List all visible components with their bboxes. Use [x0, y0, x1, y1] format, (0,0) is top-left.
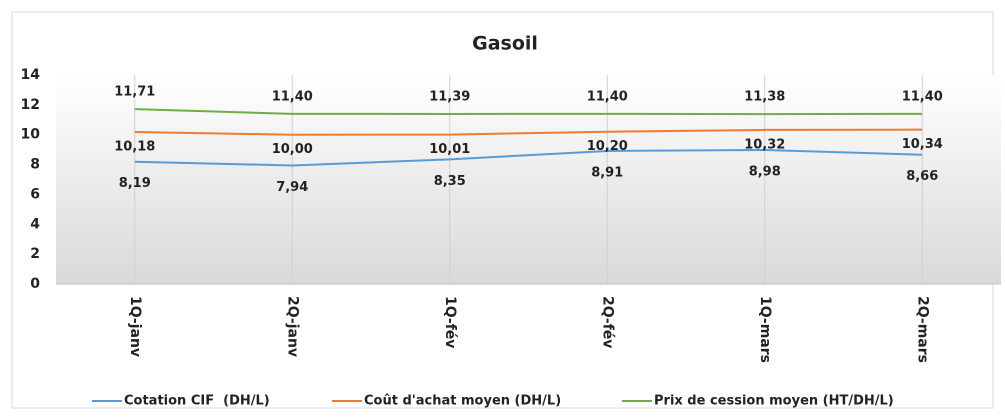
data-label: 11,40 [902, 89, 943, 104]
data-label: 11,40 [587, 89, 628, 104]
x-tick-label: 1Q-janv [127, 296, 143, 357]
plot-area [56, 75, 1001, 284]
legend-label: Coût d'achat moyen (DH/L) [364, 394, 561, 409]
y-tick-label: 6 [30, 186, 40, 202]
legend-label: Cotation CIF (DH/L) [124, 394, 270, 409]
data-label: 10,20 [587, 139, 628, 154]
y-tick-label: 2 [30, 246, 40, 262]
data-label: 8,91 [591, 165, 623, 180]
data-label: 11,71 [114, 85, 155, 100]
data-label: 8,35 [434, 174, 466, 189]
data-label: 11,38 [744, 90, 785, 105]
data-label: 8,66 [906, 169, 938, 184]
y-tick-label: 14 [21, 67, 41, 83]
data-label: 11,40 [272, 89, 313, 104]
line-series [134, 128, 923, 136]
data-label: 10,34 [902, 137, 943, 152]
data-label: 7,94 [276, 180, 308, 195]
x-tick-label: 1Q-mars [757, 296, 773, 363]
line-series [134, 148, 923, 167]
legend-label: Prix de cession moyen (HT/DH/L) [654, 394, 894, 409]
data-label: 8,98 [749, 164, 781, 179]
data-label: 11,39 [429, 89, 470, 104]
y-tick-label: 12 [21, 97, 40, 113]
x-tick-label: 1Q-fév [442, 296, 458, 348]
data-label: 10,01 [429, 142, 470, 157]
data-label: 8,19 [119, 176, 151, 191]
y-tick-label: 10 [21, 127, 41, 143]
y-tick-label: 4 [30, 216, 40, 232]
chart-title: Gasoil [472, 33, 538, 55]
x-tick-label: 2Q-janv [284, 296, 300, 357]
x-tick-label: 2Q-mars [914, 296, 930, 363]
data-label: 10,18 [114, 140, 155, 155]
data-label: 10,00 [272, 142, 313, 157]
y-tick-label: 0 [30, 276, 40, 292]
line-series [134, 108, 923, 116]
y-tick-label: 8 [30, 157, 40, 173]
x-tick-label: 2Q-fév [599, 296, 615, 348]
data-label: 10,32 [744, 137, 785, 152]
